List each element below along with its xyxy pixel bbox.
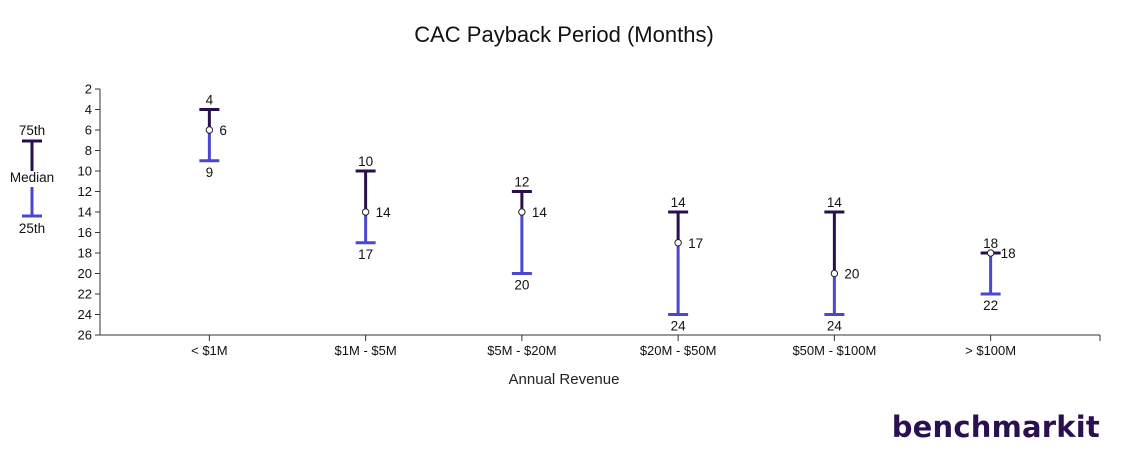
p75-label: 18 (983, 236, 998, 251)
logo-end: it (1076, 410, 1100, 444)
median-marker (205, 126, 214, 134)
median-label: 20 (844, 267, 859, 282)
p25-label: 24 (827, 319, 843, 334)
median-label: 6 (219, 123, 227, 138)
y-tick-label: 22 (78, 287, 92, 302)
y-tick-label: 10 (78, 164, 92, 179)
y-tick-label: 20 (78, 266, 92, 281)
median-marker (518, 208, 526, 216)
x-tick-label: $1M - $5M (335, 343, 397, 358)
whisker-group: 14 20 24 (824, 195, 859, 334)
y-tick-label: 14 (78, 205, 92, 220)
whisker-group: 10 14 17 (355, 154, 392, 262)
p25-label: 20 (514, 278, 529, 293)
p75-label: 10 (358, 154, 373, 169)
legend: 75th Median 25th (10, 123, 54, 236)
median-marker (830, 269, 839, 278)
x-tick-label: $5M - $20M (487, 343, 556, 358)
y-tick-label: 16 (78, 225, 92, 240)
median-label: 17 (688, 236, 703, 251)
x-tick-label: < $1M (191, 343, 228, 358)
x-tick-label: $50M - $100M (792, 343, 876, 358)
y-tick-label: 24 (78, 307, 92, 322)
legend-label-median: Median (10, 170, 54, 185)
p25-label: 22 (983, 298, 998, 313)
x-axis-title: Annual Revenue (509, 371, 620, 388)
p25-label: 24 (671, 319, 687, 334)
logo-main: benchmark (892, 410, 1077, 444)
p75-label: 14 (827, 195, 843, 210)
y-tick-label: 18 (78, 246, 92, 261)
y-tick-label: 2 (85, 82, 92, 97)
y-tick-label: 8 (85, 143, 92, 158)
y-tick-label: 26 (78, 328, 92, 343)
p25-label: 9 (206, 165, 214, 180)
median-marker (986, 249, 995, 257)
legend-label-25th: 25th (19, 221, 45, 236)
median-label: 18 (1001, 246, 1016, 261)
x-tick-label: > $100M (965, 343, 1016, 358)
whisker-group: 14 17 24 (668, 195, 703, 334)
median-marker (361, 208, 370, 216)
median-label: 14 (376, 205, 392, 220)
y-tick-label: 4 (85, 102, 92, 117)
y-tick-label: 6 (85, 123, 92, 138)
p75-label: 12 (514, 175, 529, 190)
whisker-group: 46 9 (199, 93, 227, 180)
legend-label-75th: 75th (19, 123, 45, 138)
x-tick-label: $20M - $50M (640, 343, 717, 358)
benchmarkit-logo: benchmarkit (892, 410, 1100, 444)
median-marker (674, 239, 682, 247)
chart-title: CAC Payback Period (Months) (414, 22, 714, 47)
p25-label: 17 (358, 247, 373, 262)
x-axis: < $1M $1M - $5M $5M - $20M $20M - $50M $50M … (100, 334, 1101, 358)
median-label: 14 (532, 205, 548, 220)
p75-label: 4 (206, 93, 214, 108)
y-tick-label: 12 (78, 184, 92, 199)
p75-label: 14 (671, 195, 687, 210)
